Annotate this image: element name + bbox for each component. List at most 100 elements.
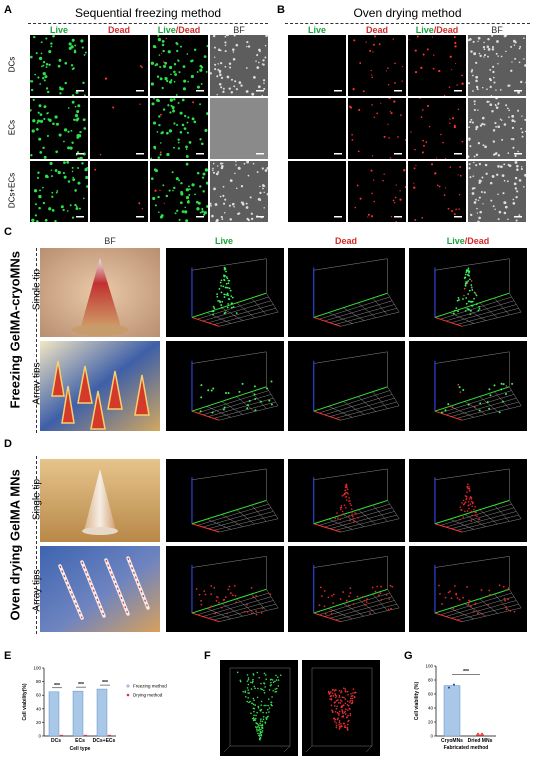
col-bf-text: BF xyxy=(233,25,245,35)
confocal-3d-reconstruction xyxy=(409,248,527,337)
col-dead-or-slash-text: / xyxy=(433,25,437,35)
panel-label-e: E xyxy=(4,650,12,662)
g-significance: *** xyxy=(463,669,469,675)
e-ytick: 60 xyxy=(36,693,42,698)
panel-a-micrograph xyxy=(30,35,88,96)
panel-b-micrograph xyxy=(348,35,406,96)
e-ylabel: Cell viability(%) xyxy=(22,683,28,720)
panel-label-a: A xyxy=(4,4,12,16)
panel-a-row-label: DCs+ECs xyxy=(7,172,17,209)
panel-c-col-ld-live: Live xyxy=(446,236,465,246)
panel-a-micrograph xyxy=(150,161,208,222)
e-bar-drying xyxy=(84,734,87,736)
panel-label-f: F xyxy=(204,650,211,662)
col-dead-text: Dead xyxy=(178,25,201,35)
panel-b-micrograph xyxy=(348,161,406,222)
e-significance: *** xyxy=(54,683,60,689)
confocal-3d-reconstruction xyxy=(288,459,405,542)
panel-a-micrograph xyxy=(30,98,88,159)
panel-d-array-tips-photo xyxy=(40,546,160,632)
panel-b-title: Oven drying method xyxy=(353,6,462,20)
g-category-label: CryoMNs xyxy=(441,738,463,744)
g-ytick: 20 xyxy=(428,720,434,725)
e-xlabel: Cell type xyxy=(70,746,91,752)
panel-a-col-header: BF xyxy=(210,25,268,35)
confocal-3d-reconstruction xyxy=(166,459,284,542)
panel-c-array-tips-photo xyxy=(40,341,160,431)
panel-a-micrograph xyxy=(30,161,88,222)
panel-b-col-header: Live/Dead xyxy=(408,25,466,35)
e-legend-freezing: Freezing method xyxy=(133,684,167,689)
confocal-3d-reconstruction xyxy=(288,341,405,431)
panel-a-title: Sequential freezing method xyxy=(74,6,222,20)
panel-b-micrograph xyxy=(408,161,466,222)
e-ytick: 0 xyxy=(38,734,41,739)
panel-c-col-live: Live xyxy=(214,236,233,246)
panel-d-row-array: Array tips xyxy=(31,569,43,612)
col-live-text: Live xyxy=(157,25,176,35)
confocal-3d-reconstruction xyxy=(409,546,527,632)
panel-a-row-label: ECs xyxy=(7,119,17,136)
col-dead-or-slash-text: Dead xyxy=(365,25,388,35)
col-live-text: Live xyxy=(49,25,68,35)
col-bf-text: BF xyxy=(491,25,503,35)
panel-c-col-ld-dead: Dead xyxy=(467,236,490,246)
panel-a-divider xyxy=(28,23,268,24)
panel-label-b: B xyxy=(277,4,285,16)
g-category-label: Dried MNs xyxy=(468,738,493,744)
panel-label-c: C xyxy=(4,226,12,238)
e-bar-drying xyxy=(60,734,63,736)
confocal-3d-reconstruction xyxy=(409,341,527,431)
panel-b-micrograph xyxy=(348,98,406,159)
panel-a-micrograph xyxy=(210,35,268,96)
e-legend-drying: Drying method xyxy=(133,693,163,698)
col-dead-or-slash-text: Dead xyxy=(107,25,130,35)
e-significance: *** xyxy=(78,682,84,688)
confocal-3d-reconstruction xyxy=(409,459,527,542)
e-ytick: 100 xyxy=(33,666,41,671)
g-bar-cryomns xyxy=(443,685,461,737)
e-category-label: DCs+ECs xyxy=(93,738,116,744)
panel-b-micrograph xyxy=(468,35,526,96)
panel-label-d: D xyxy=(4,438,12,450)
panel-a-col-header: Live/Dead xyxy=(150,25,208,35)
confocal-3d-reconstruction xyxy=(288,248,405,337)
confocal-3d-reconstruction xyxy=(166,248,284,337)
panel-b-micrograph xyxy=(288,98,346,159)
e-ytick: 80 xyxy=(36,679,42,684)
panel-label-g: G xyxy=(404,650,413,662)
e-ytick: 20 xyxy=(36,720,42,725)
panel-b-micrograph xyxy=(288,35,346,96)
g-ylabel: Cell viability (%) xyxy=(414,681,420,720)
panel-b-micrograph xyxy=(468,161,526,222)
panel-a-micrograph xyxy=(90,35,148,96)
panel-a-micrograph xyxy=(90,161,148,222)
panel-a-micrograph xyxy=(150,98,208,159)
panel-a-col-header: Live xyxy=(30,25,88,35)
panel-b-divider xyxy=(285,23,530,24)
e-significance: *** xyxy=(102,680,108,686)
panel-c-side-title: Freezing GelMA-cryoMNs xyxy=(7,251,23,409)
e-bar-drying xyxy=(108,734,111,736)
e-ytick: 40 xyxy=(36,706,42,711)
panel-b-micrograph xyxy=(468,98,526,159)
panel-a-micrograph xyxy=(90,98,148,159)
e-category-label: ECs xyxy=(75,738,85,744)
panel-c-vertical-divider xyxy=(36,248,37,433)
g-ytick: 80 xyxy=(428,678,434,683)
panel-c-col-live-dead: Live/Dead xyxy=(409,236,527,246)
col-dead-or-slash-text: / xyxy=(175,25,179,35)
g-ytick: 100 xyxy=(425,664,433,669)
panel-b-col-header: BF xyxy=(468,25,526,35)
panel-d-row-single: Single tip xyxy=(31,478,43,521)
g-bar-dried xyxy=(476,734,484,736)
col-dead-text: Dead xyxy=(436,25,459,35)
panel-b-micrograph xyxy=(408,35,466,96)
panel-a-micrograph xyxy=(210,161,268,222)
panel-b-col-header: Live xyxy=(288,25,346,35)
panel-d-side-title: Oven drying GelMA MNs xyxy=(7,469,23,621)
panel-d-single-tip-photo xyxy=(40,459,160,542)
g-ytick: 0 xyxy=(430,734,433,739)
panel-c-col-dead: Dead xyxy=(334,236,357,246)
